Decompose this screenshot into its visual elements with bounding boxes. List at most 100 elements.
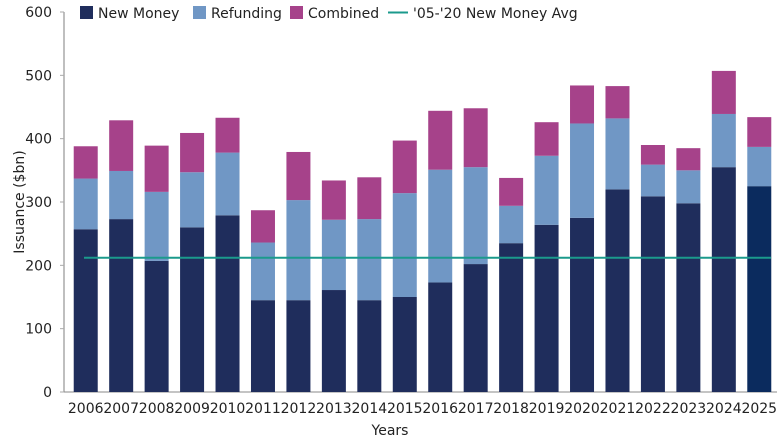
bar-combined-2024 [711,70,736,114]
legend: New Money Refunding Combined '05-'20 New… [80,6,578,22]
x-tick-label: 2008 [139,401,175,417]
legend-item-combined: Combined [290,6,379,22]
bar-new-money-2016 [428,282,453,392]
bar-new-money-2011 [250,300,275,392]
x-tick-label: 2006 [68,401,104,417]
bar-refunding-2014 [357,219,382,301]
bar-refunding-2019 [534,155,559,225]
legend-swatch-new-money [80,6,93,19]
bar-combined-2021 [605,86,630,119]
bar-refunding-2022 [640,164,665,197]
x-tick-label: 2023 [671,401,707,417]
bar-stack-2011 [250,210,275,392]
bar-stack-2014 [357,177,382,392]
bar-stack-2017 [463,108,488,392]
bar-stack-2008 [144,145,169,392]
bar-combined-2010 [215,117,240,153]
bar-stack-2016 [428,110,453,392]
bar-new-money-2019 [534,224,559,392]
bars: 2006 2007 2008 2009 2010 2011 2012 2013 2014 2015… [68,70,777,417]
x-tick-label: 2019 [529,401,565,417]
bar-refunding-2010 [215,152,240,216]
bar-refunding-2025 [747,146,772,187]
bar-new-money-2025 [747,186,772,392]
bar-refunding-2006 [73,178,98,230]
bar-refunding-2011 [250,242,275,301]
bar-combined-2006 [73,146,98,179]
x-tick-label: 2007 [103,401,139,417]
bar-stack-2009 [180,132,205,392]
bar-stack-2006 [73,146,98,392]
bar-combined-2009 [180,132,205,173]
x-tick-label: 2025 [741,401,777,417]
y-tick-label: 300 [25,195,52,211]
bar-stack-2010 [215,117,240,392]
bar-new-money-2015 [392,297,417,392]
bar-new-money-2021 [605,189,630,392]
legend-label-refunding: Refunding [211,6,282,22]
bar-new-money-2012 [286,300,311,392]
y-tick-label: 500 [25,68,52,84]
y-tick-label: 400 [25,132,52,148]
bar-new-money-2007 [109,219,134,392]
bar-new-money-2022 [640,196,665,392]
bar-new-money-2008 [144,260,169,392]
x-tick-label: 2014 [352,401,388,417]
x-tick-label: 2009 [174,401,210,417]
y-tick-label: 600 [25,5,52,21]
bar-combined-2025 [747,117,772,147]
y-tick-label: 0 [43,385,52,401]
bar-stack-2020 [570,85,595,392]
bar-new-money-2023 [676,203,701,392]
bar-refunding-2021 [605,118,630,190]
bar-combined-2022 [640,145,665,165]
bar-new-money-2017 [463,264,488,392]
legend-swatch-combined [290,6,303,19]
bar-new-money-2006 [73,229,98,392]
x-tick-label: 2010 [210,401,246,417]
bar-stack-2013 [321,180,346,392]
bar-stack-2021 [605,86,630,392]
bar-refunding-2016 [428,169,453,283]
legend-label-new-money: New Money [98,6,179,22]
bar-refunding-2023 [676,170,701,204]
bar-stack-2015 [392,140,417,392]
bar-refunding-2013 [321,219,346,291]
bar-refunding-2007 [109,170,134,220]
bar-stack-2012 [286,151,311,392]
legend-item-new-money: New Money [80,6,179,22]
bar-refunding-2024 [711,113,736,168]
x-tick-label: 2011 [245,401,281,417]
bar-new-money-2013 [321,290,346,392]
bar-stack-2007 [109,120,134,392]
bar-combined-2008 [144,145,169,192]
bar-new-money-2010 [215,215,240,392]
x-tick-label: 2024 [706,401,742,417]
bar-refunding-2009 [180,172,205,228]
bar-combined-2018 [499,177,524,206]
x-tick-label: 2022 [635,401,671,417]
bar-stack-2022 [640,145,665,392]
bar-new-money-2020 [570,217,595,392]
bar-combined-2012 [286,151,311,201]
bar-refunding-2020 [570,123,595,218]
bar-stack-2023 [676,148,701,392]
bar-refunding-2018 [499,205,524,244]
x-tick-label: 2020 [564,401,600,417]
legend-item-avg-line: '05-'20 New Money Avg [388,6,578,22]
x-axis-title: Years [371,423,409,439]
x-tick-label: 2018 [493,401,529,417]
bar-stack-2025 [747,117,772,392]
x-tick-label: 2015 [387,401,423,417]
bar-combined-2015 [392,140,417,194]
bar-combined-2011 [250,210,275,243]
legend-label-avg: '05-'20 New Money Avg [413,6,578,22]
bar-combined-2014 [357,177,382,220]
bar-refunding-2008 [144,191,169,261]
legend-swatch-refunding [193,6,206,19]
bar-stack-2019 [534,122,559,392]
legend-item-refunding: Refunding [193,6,282,22]
bar-new-money-2024 [711,167,736,392]
x-tick-label: 2021 [600,401,636,417]
